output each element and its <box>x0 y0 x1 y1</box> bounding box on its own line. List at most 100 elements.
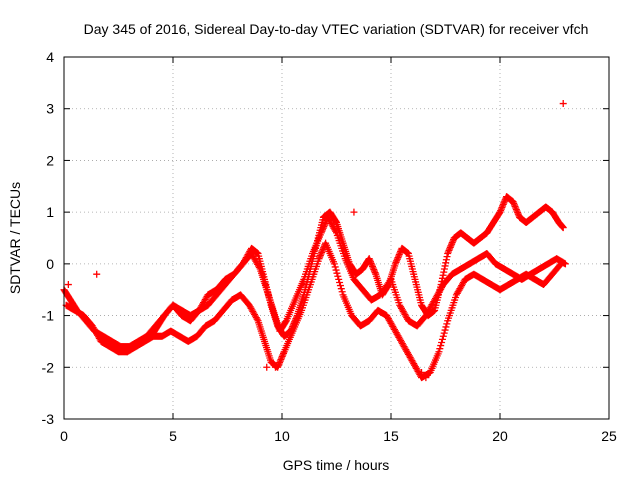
data-point-interp <box>442 323 450 331</box>
data-point-interp <box>280 349 288 357</box>
data-point-interp <box>443 320 451 328</box>
data-point-interp <box>441 262 449 270</box>
data-point <box>559 224 567 232</box>
data-point-interp <box>253 315 261 323</box>
y-tick-label: 2 <box>46 152 54 168</box>
data-points <box>60 100 569 382</box>
data-point <box>365 255 373 263</box>
data-point-interp <box>367 258 375 266</box>
data-point-interp <box>436 345 444 353</box>
y-tick-label: -3 <box>42 411 55 427</box>
data-point-interp <box>511 202 519 210</box>
data-point-interp <box>318 247 326 255</box>
data-point-interp <box>442 256 450 264</box>
x-tick-label: 5 <box>169 428 177 444</box>
data-point-interp <box>448 240 456 248</box>
data-point-interp <box>293 313 301 321</box>
data-point-interp <box>444 248 452 256</box>
data-point <box>330 260 338 268</box>
data-point-interp <box>500 199 508 207</box>
data-point-interp <box>368 261 376 269</box>
y-tick-label: 1 <box>46 204 54 220</box>
data-point-interp <box>446 245 454 253</box>
data-point-interp <box>336 282 344 290</box>
data-point-interp <box>510 199 518 207</box>
data-point-interp <box>440 268 448 276</box>
data-point-interp <box>497 207 505 215</box>
data-point-interp <box>321 220 329 228</box>
data-point-interp <box>498 203 506 211</box>
data-point <box>64 281 72 289</box>
data-point-interp <box>333 269 341 277</box>
data-point-interp <box>501 197 509 205</box>
data-point <box>271 363 279 371</box>
x-tick-label: 0 <box>60 428 68 444</box>
data-point-interp <box>497 205 505 213</box>
data-point-interp <box>443 253 451 261</box>
data-point <box>418 368 426 376</box>
data-point-interp <box>369 264 377 272</box>
data-point <box>422 374 430 382</box>
data-point-interp <box>449 237 457 245</box>
data-point-interp <box>438 338 446 346</box>
data-point-interp <box>291 316 299 324</box>
y-tick-label: 0 <box>46 256 54 272</box>
data-point-interp <box>514 209 522 217</box>
data-point-interp <box>368 262 376 270</box>
data-point <box>315 255 323 263</box>
data-point-interp <box>335 275 343 283</box>
data-point-interp <box>512 206 520 214</box>
data-point-interp <box>512 204 520 212</box>
data-point-interp <box>290 319 298 327</box>
data-point-interp <box>318 248 326 256</box>
data-point-interp <box>289 321 297 329</box>
data-point-interp <box>442 259 450 267</box>
data-point-interp <box>384 282 392 290</box>
data-point-interp <box>441 326 449 334</box>
plot-frame <box>63 56 610 420</box>
data-point-interp <box>316 253 324 261</box>
series-track-b <box>62 239 565 382</box>
data-point-interp <box>279 351 287 359</box>
data-point-interp <box>446 243 454 251</box>
data-point-interp <box>276 359 284 367</box>
data-point-interp <box>510 201 518 209</box>
data-point <box>435 348 443 356</box>
data-point-interp <box>437 342 445 350</box>
data-point-interp <box>514 210 522 218</box>
tick-labels: 0 5 10 15 20 25 -3 -2 -1 0 1 2 3 4 <box>42 49 617 444</box>
data-point <box>350 208 358 216</box>
data-point-interp <box>440 329 448 337</box>
data-point <box>93 270 101 278</box>
data-point-interp <box>513 207 521 215</box>
data-point-interp <box>393 257 401 265</box>
data-point-interp <box>337 285 345 293</box>
data-point-interp <box>439 271 447 279</box>
data-point-interp <box>276 357 284 365</box>
data-point-interp <box>275 360 283 368</box>
data-point-interp <box>366 256 374 264</box>
y-axis-label: SDTVAR / TECUs <box>7 182 23 294</box>
data-point-interp <box>439 332 447 340</box>
y-tick-label: -1 <box>42 308 55 324</box>
data-point-interp <box>331 263 339 271</box>
y-tick-label: -2 <box>42 359 55 375</box>
data-point <box>391 260 399 268</box>
data-point-interp <box>367 259 375 267</box>
x-tick-label: 20 <box>492 428 508 444</box>
data-point-interp <box>438 274 446 282</box>
data-point <box>496 208 504 216</box>
data-point-interp <box>291 318 299 326</box>
data-point <box>123 348 131 356</box>
data-point-interp <box>438 335 446 343</box>
data-point <box>437 281 445 289</box>
data-point <box>287 327 295 335</box>
data-point <box>444 250 452 258</box>
data-point-interp <box>316 252 324 260</box>
data-point-interp <box>499 200 507 208</box>
data-point-interp <box>394 254 402 262</box>
data-point <box>509 198 517 206</box>
series-outliers <box>64 100 567 382</box>
data-point-interp <box>393 255 401 263</box>
